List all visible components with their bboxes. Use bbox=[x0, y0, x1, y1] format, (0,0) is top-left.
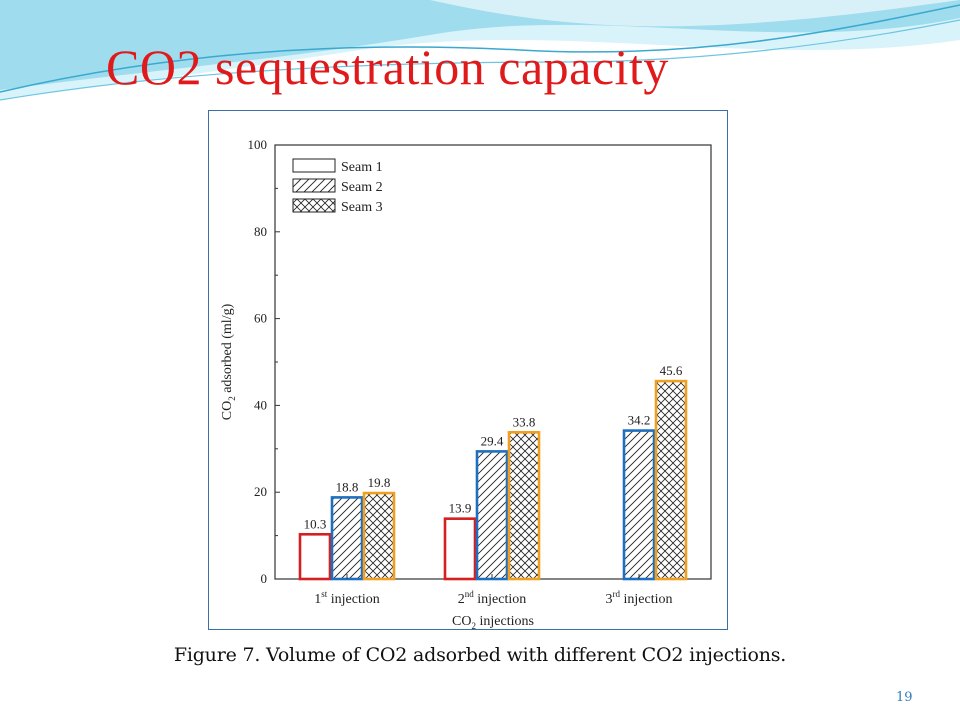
data-label: 13.9 bbox=[449, 501, 472, 516]
y-tick-label: 20 bbox=[254, 484, 267, 499]
data-label: 18.8 bbox=[336, 479, 359, 494]
bar-seam-3 bbox=[507, 431, 541, 581]
data-label: 19.8 bbox=[368, 475, 391, 490]
bar-seam-1 bbox=[443, 517, 477, 581]
wave-highlight bbox=[430, 0, 960, 27]
bar-seam-2 bbox=[475, 450, 509, 581]
header-wave-decoration bbox=[0, 0, 960, 101]
y-tick-label: 60 bbox=[254, 311, 267, 326]
slide-title: CO2 sequestration capacity bbox=[106, 39, 669, 95]
bar-seam-3 bbox=[362, 491, 396, 581]
y-tick-label: 100 bbox=[248, 137, 268, 152]
x-category-label: 1st injection bbox=[314, 589, 380, 607]
legend-swatch bbox=[292, 158, 336, 173]
data-label: 29.4 bbox=[481, 433, 504, 448]
wave-line-1 bbox=[0, 4, 960, 93]
chart-frame: 0 20 40 60 80 100 10.3 18.8 19.8 1st injection 13.… bbox=[208, 110, 728, 630]
page-number: 19 bbox=[896, 690, 913, 705]
legend-label: Seam 1 bbox=[341, 160, 383, 175]
legend-label: Seam 2 bbox=[341, 180, 383, 195]
data-label: 33.8 bbox=[513, 414, 536, 429]
legend-swatch bbox=[292, 198, 336, 213]
x-axis-title: CO2 injections bbox=[452, 614, 534, 629]
data-label: 45.6 bbox=[660, 363, 683, 378]
bar-seam-1 bbox=[298, 532, 332, 581]
y-tick-label: 80 bbox=[254, 224, 267, 239]
figure-caption: Figure 7. Volume of CO2 adsorbed with di… bbox=[173, 644, 787, 666]
data-label: 34.2 bbox=[628, 413, 651, 428]
x-category-label: 3rd injection bbox=[606, 589, 673, 607]
wave-line-2 bbox=[0, 19, 960, 101]
legend-label: Seam 3 bbox=[341, 200, 383, 215]
y-tick-label: 40 bbox=[254, 397, 267, 412]
bar-seam-2 bbox=[330, 496, 364, 581]
plot-area: 0 20 40 60 80 100 10.3 18.8 19.8 1st injection 13.… bbox=[220, 137, 712, 629]
bar-chart: 0 20 40 60 80 100 10.3 18.8 19.8 1st injection 13.… bbox=[220, 137, 712, 629]
bar-seam-2 bbox=[622, 429, 656, 581]
data-label: 10.3 bbox=[304, 516, 327, 531]
y-axis-title: CO2 adsorbed (ml/g) bbox=[220, 303, 237, 420]
x-category-label: 2nd injection bbox=[458, 589, 527, 607]
y-tick-label: 0 bbox=[261, 571, 268, 586]
bar-seam-3 bbox=[654, 379, 688, 581]
legend-swatch bbox=[292, 178, 336, 193]
